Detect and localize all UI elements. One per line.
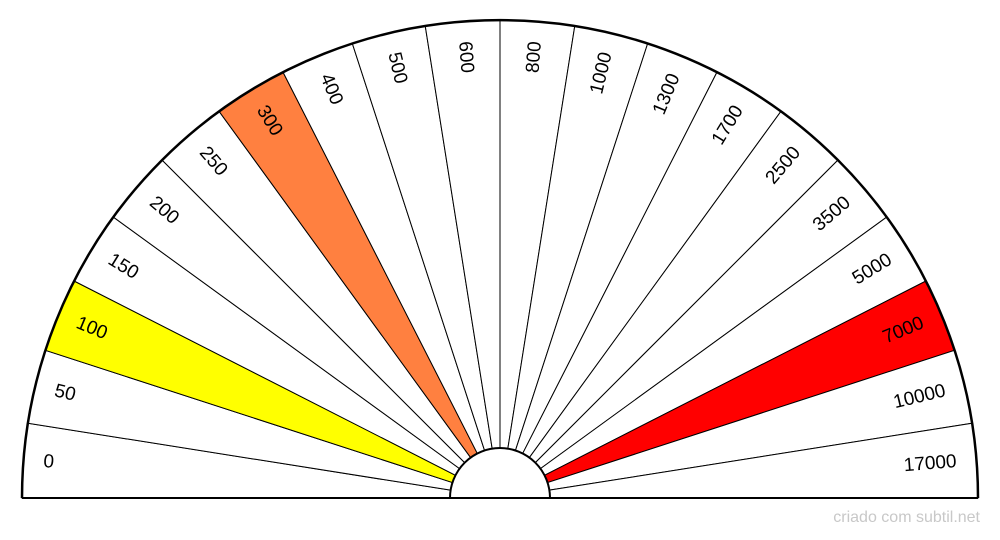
- dial-sector-label: 50: [52, 380, 77, 405]
- credit-text: criado com subtil.net: [833, 509, 980, 526]
- dial-sector-label: 0: [43, 451, 55, 473]
- dial-sectors: [21, 19, 979, 499]
- dial-sector-label: 600: [454, 41, 477, 74]
- dial-inner-arc: [448, 447, 552, 499]
- dial-outer-arc: [20, 18, 980, 499]
- dial-sector-label: 17000: [903, 451, 957, 476]
- dial-sector-label: 800: [522, 41, 545, 74]
